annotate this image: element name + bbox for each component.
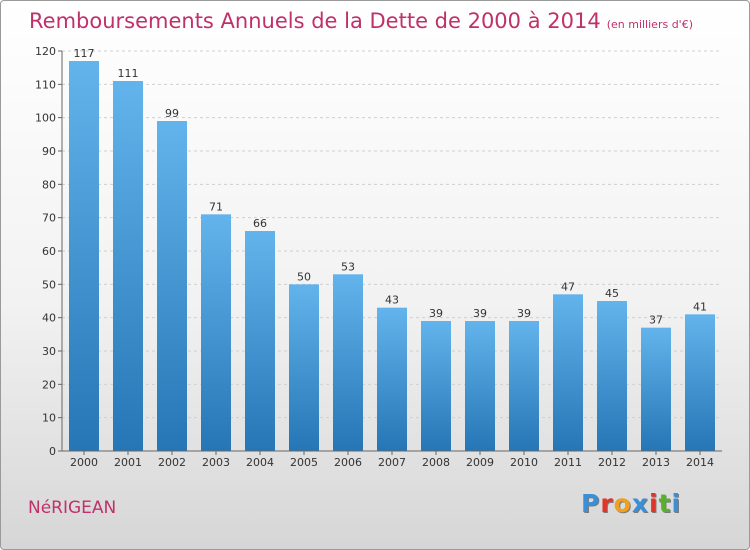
data-label: 41	[693, 300, 707, 313]
chart-title-text: Remboursements Annuels de la Dette de 20…	[29, 9, 601, 33]
proxiti-logo: Proxiti	[581, 489, 681, 518]
bar	[465, 321, 495, 451]
data-labels: 117 111 99 71 66 50 53 43 39 39 39 47 45 37 41	[74, 47, 708, 327]
bar	[421, 321, 451, 451]
bar	[157, 121, 187, 451]
bar	[113, 81, 143, 451]
y-tick-label: 0	[49, 445, 56, 458]
x-tick-label: 2001	[114, 456, 142, 469]
logo-letter: t	[658, 489, 672, 518]
logo-letter: i	[649, 489, 659, 518]
data-label: 111	[118, 67, 139, 80]
x-tick-label: 2000	[70, 456, 98, 469]
y-tick-label: 40	[42, 312, 56, 325]
x-tick-label: 2002	[158, 456, 186, 469]
y-tick-label: 120	[35, 45, 56, 58]
data-label: 53	[341, 260, 355, 273]
data-label: 99	[165, 107, 179, 120]
y-tick-label: 30	[42, 345, 56, 358]
data-label: 117	[74, 47, 95, 60]
logo-letter: r	[600, 489, 614, 518]
x-tick-label: 2005	[290, 456, 318, 469]
x-tick-label: 2004	[246, 456, 274, 469]
logo-letter: o	[613, 489, 632, 518]
data-label: 66	[253, 217, 267, 230]
x-tick-label: 2003	[202, 456, 230, 469]
bar	[509, 321, 539, 451]
x-tick-label: 2011	[554, 456, 582, 469]
x-tick-label: 2012	[598, 456, 626, 469]
x-tick-label: 2008	[422, 456, 450, 469]
bar	[641, 327, 671, 451]
y-tick-label: 70	[42, 212, 56, 225]
bar	[377, 307, 407, 451]
y-tick-label: 110	[35, 78, 56, 91]
chart-subtitle: (en milliers d'€)	[606, 18, 693, 31]
bar	[333, 274, 363, 451]
x-tick-label: 2013	[642, 456, 670, 469]
data-label: 39	[517, 307, 531, 320]
axes: 0 10 20 30 40 50 60 70 80 90 100 110 120 2000 2001 2002…	[35, 45, 722, 469]
y-tick-label: 80	[42, 178, 56, 191]
y-tick-label: 100	[35, 112, 56, 125]
data-label: 71	[209, 200, 223, 213]
x-tick-label: 2006	[334, 456, 362, 469]
bar	[245, 231, 275, 451]
bar	[597, 301, 627, 451]
x-tick-label: 2010	[510, 456, 538, 469]
data-label: 39	[473, 307, 487, 320]
logo-letter: i	[671, 489, 682, 518]
chart-title: Remboursements Annuels de la Dette de 20…	[29, 9, 693, 33]
y-tick-label: 20	[42, 378, 56, 391]
data-label: 50	[297, 270, 311, 283]
y-tick-label: 90	[42, 145, 56, 158]
x-tick-label: 2007	[378, 456, 406, 469]
data-label: 47	[561, 280, 575, 293]
x-tick-label: 2009	[466, 456, 494, 469]
bar	[69, 61, 99, 451]
bar	[289, 284, 319, 451]
x-tick-label: 2014	[686, 456, 714, 469]
data-label: 45	[605, 287, 619, 300]
bar	[201, 214, 231, 451]
y-tick-label: 60	[42, 245, 56, 258]
bars	[69, 61, 715, 451]
bar	[685, 314, 715, 451]
data-label: 37	[649, 314, 663, 327]
y-tick-label: 10	[42, 412, 56, 425]
logo-letter: x	[631, 489, 649, 518]
data-label: 43	[385, 294, 399, 307]
town-name: NéRIGEAN	[28, 498, 117, 518]
bar	[553, 294, 583, 451]
y-tick-label: 50	[42, 278, 56, 291]
logo-letter: P	[581, 489, 601, 518]
data-label: 39	[429, 307, 443, 320]
